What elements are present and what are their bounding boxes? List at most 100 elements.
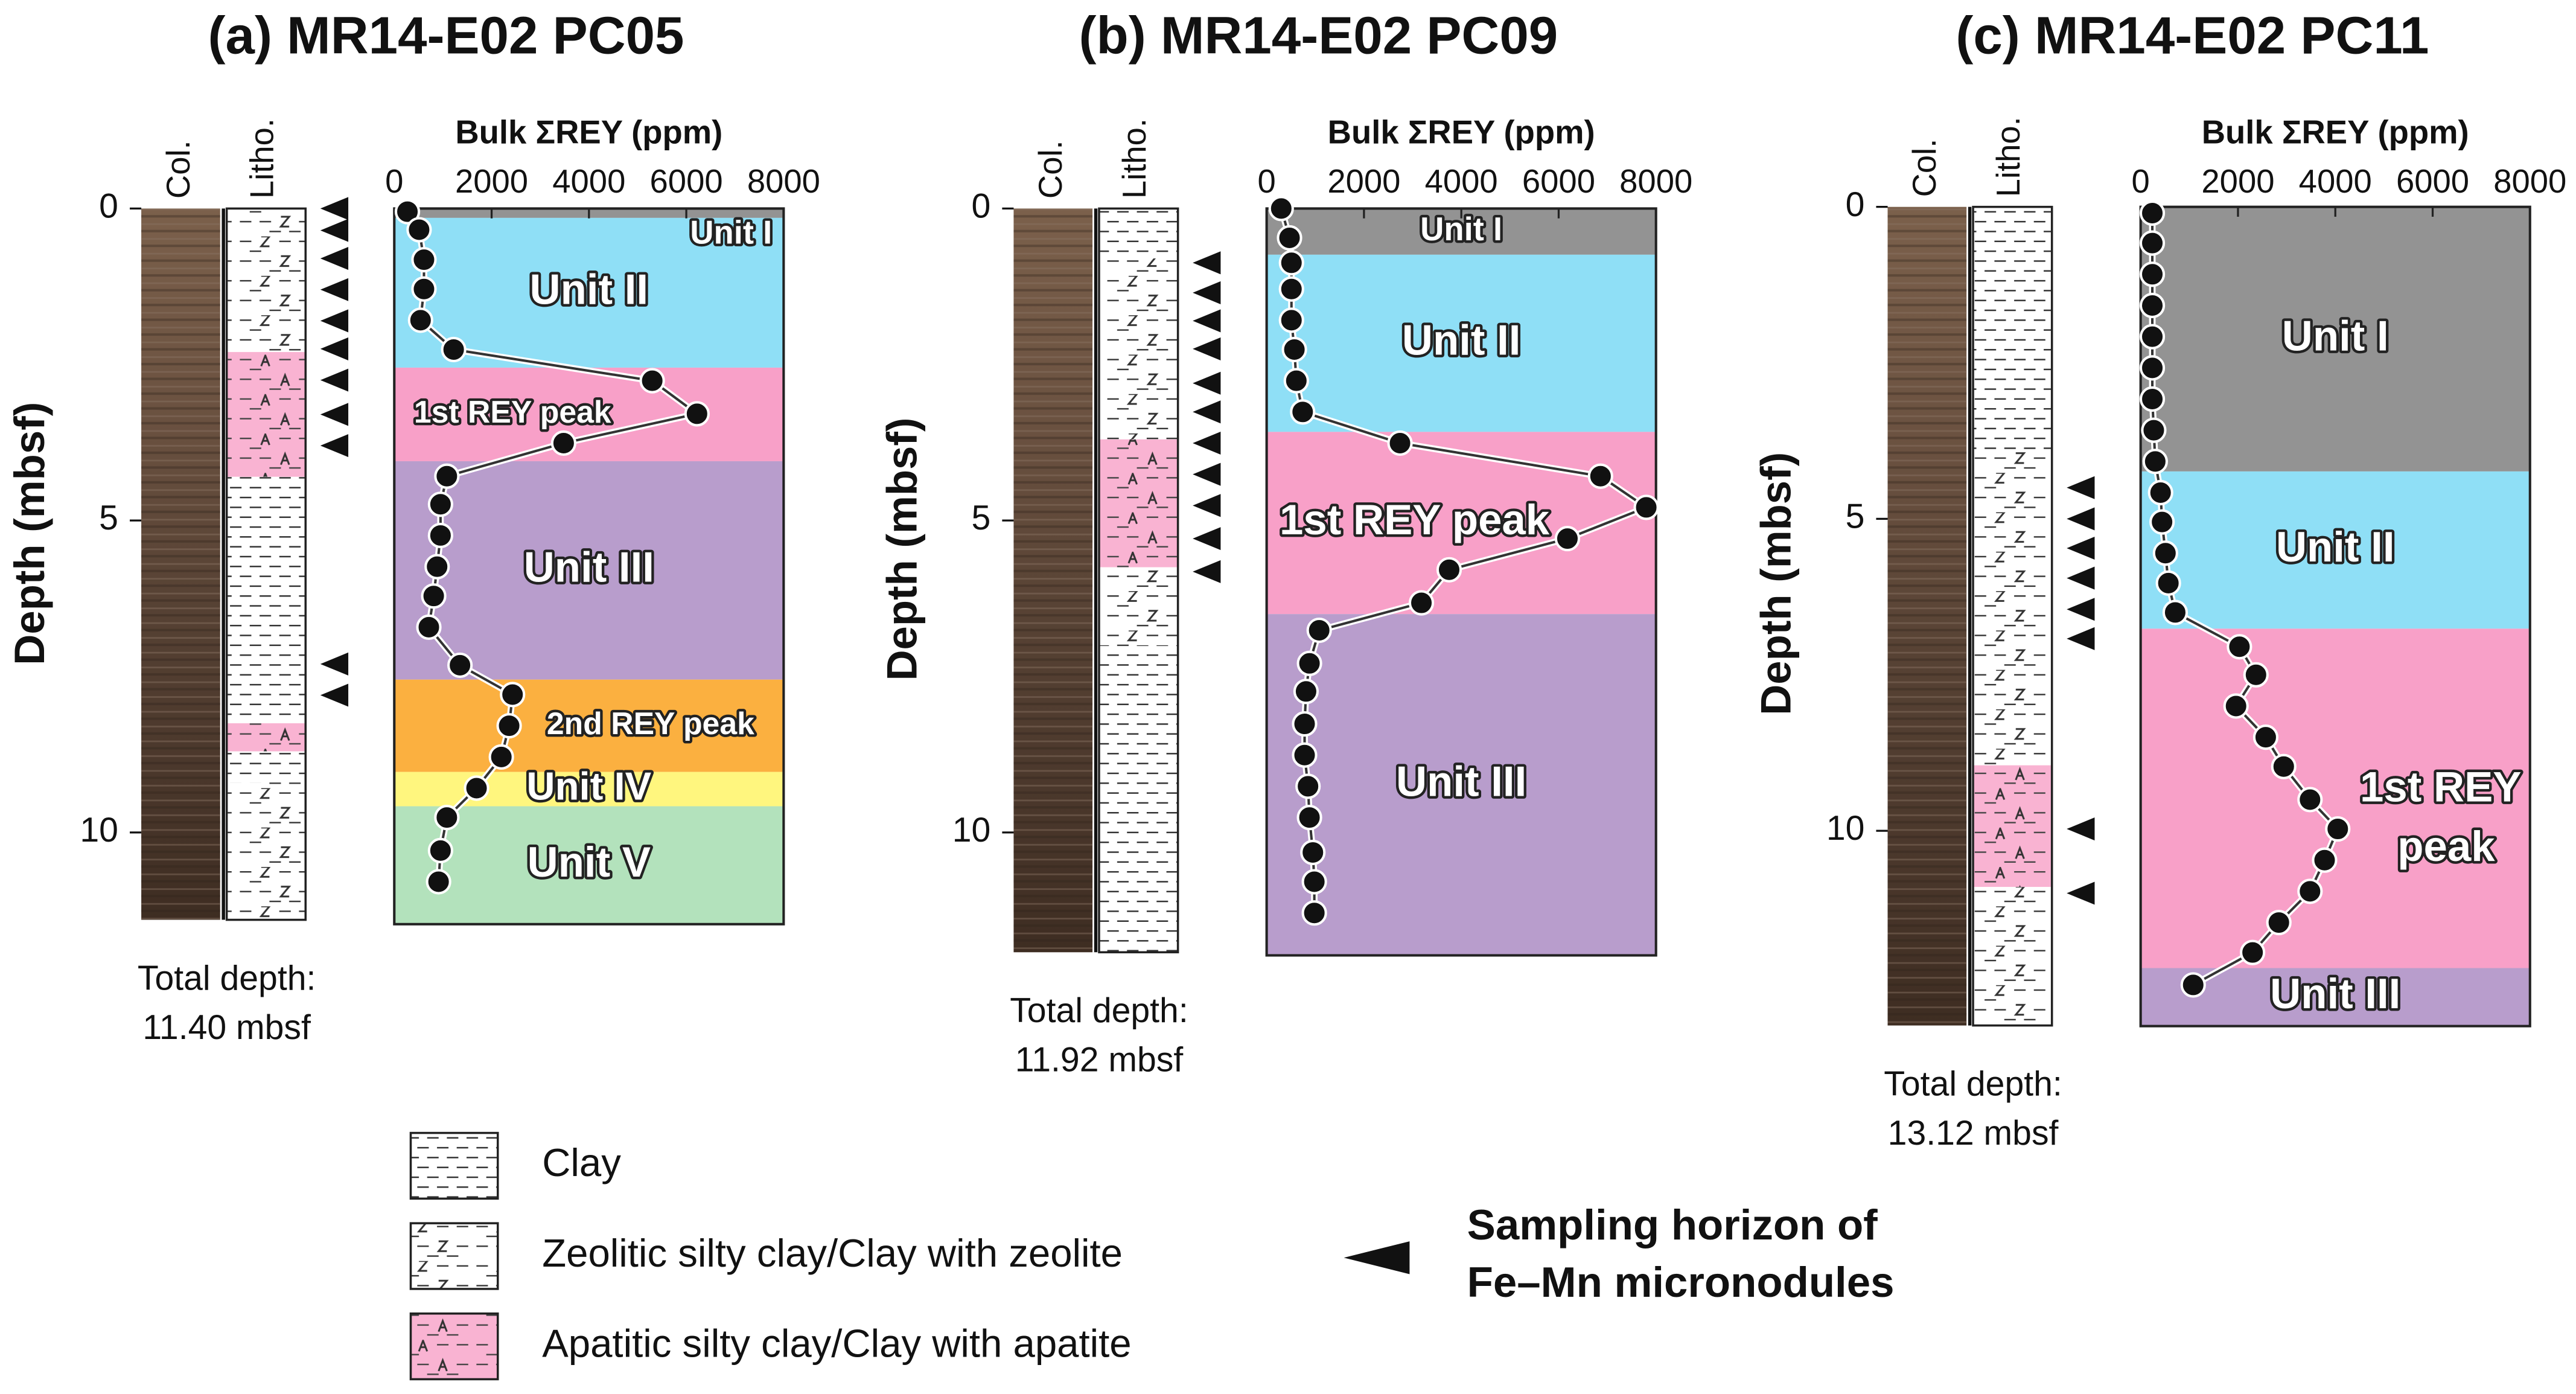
- rey-point: [2141, 417, 2167, 443]
- lithology-interval: [226, 782, 306, 920]
- sampling-arrow: [1193, 281, 1221, 304]
- x-tick-label: 0: [2132, 163, 2150, 200]
- rey-point: [1283, 368, 1309, 394]
- rey-point: [1296, 650, 1322, 676]
- sampling-arrow: [320, 368, 349, 392]
- rey-point: [411, 276, 437, 302]
- total-depth-text: 13.12 mbsf: [1888, 1114, 2059, 1153]
- unit-label: Unit III: [2270, 970, 2400, 1017]
- sampling-arrow: [2067, 476, 2095, 499]
- rey-point: [1296, 804, 1322, 831]
- unit-band: [2140, 206, 2530, 472]
- rey-point: [1408, 590, 1435, 616]
- rey-point: [1554, 526, 1581, 552]
- sampling-arrow: [320, 683, 349, 707]
- total-depth-text: Total depth:: [138, 959, 316, 997]
- rey-point: [2139, 261, 2166, 287]
- rey-point: [424, 554, 450, 580]
- unit-label: 1st REY peak: [1280, 496, 1550, 543]
- y-axis-label: Depth (mbsf): [5, 402, 53, 665]
- rey-point: [1281, 336, 1307, 363]
- unit-label: Unit IV: [526, 764, 651, 808]
- y-tick-label: 0: [1846, 185, 1865, 224]
- unit-label: Unit III: [1396, 758, 1526, 805]
- rey-point: [2243, 662, 2269, 688]
- unit-band: [2140, 471, 2530, 629]
- unit-band: [394, 461, 784, 680]
- rey-point: [2271, 753, 2297, 779]
- sampling-arrow: [1193, 560, 1221, 583]
- rey-point: [1587, 463, 1613, 489]
- sampling-arrow: [1193, 431, 1221, 455]
- lithology-frame: [1972, 205, 2053, 1027]
- rey-point: [2223, 693, 2249, 719]
- sampling-arrow: [1193, 462, 1221, 486]
- sampling-arrow: [1193, 527, 1221, 551]
- rey-point: [1278, 250, 1304, 276]
- lithology-interval: [226, 208, 306, 353]
- legend-label: Zeolitic silty clay/Clay with zeolite: [542, 1231, 1123, 1275]
- rey-point: [1301, 869, 1327, 895]
- unit-label: Unit II: [2276, 523, 2395, 571]
- rey-point: [2162, 599, 2189, 625]
- y-tick-label: 5: [99, 499, 118, 537]
- sampling-arrow: [2067, 817, 2095, 841]
- unit-label: Unit I: [1420, 211, 1502, 248]
- litho-label: Litho.: [1116, 118, 1153, 199]
- y-tick-label: 10: [1826, 809, 1865, 848]
- sampling-arrow: [320, 197, 349, 220]
- legend-arrow-label: Fe–Mn micronodules: [1467, 1258, 1895, 1306]
- lithology-interval: [1098, 439, 1178, 568]
- lithology-interval: [1098, 567, 1178, 645]
- total-depth-text: 11.40 mbsf: [142, 1008, 311, 1047]
- rey-point: [2149, 509, 2175, 535]
- rey-point: [2240, 939, 2266, 965]
- rey-point: [1301, 900, 1327, 926]
- rey-point: [2139, 386, 2166, 412]
- y-axis-label: Depth (mbsf): [1752, 452, 1800, 715]
- col-label: Col.: [160, 140, 197, 199]
- rey-point: [2155, 570, 2181, 596]
- lithology-interval: [226, 476, 306, 724]
- rey-point: [1633, 494, 1659, 520]
- rey-point: [1278, 307, 1304, 333]
- lithology-frame: [225, 207, 307, 921]
- litho-label: Litho.: [1990, 117, 2027, 197]
- sampling-arrow: [1193, 251, 1221, 275]
- unit-band: [1266, 432, 1656, 615]
- sampling-arrow: [1193, 494, 1221, 517]
- unit-band: [394, 367, 784, 461]
- sampling-arrow: [320, 309, 349, 333]
- rey-point: [1436, 557, 1462, 583]
- unit-label: Unit III: [524, 543, 654, 591]
- unit-band: [394, 772, 784, 807]
- rey-point: [2325, 816, 2351, 842]
- legend-label: Clay: [542, 1140, 621, 1185]
- unit-band: [2140, 628, 2530, 968]
- lithology-frame: [1098, 207, 1179, 954]
- lithology-interval: [1098, 645, 1178, 953]
- plot-frame: [393, 207, 785, 926]
- rey-point: [2142, 449, 2168, 475]
- panel-title: (a) MR14-E02 PC05: [208, 6, 684, 65]
- sampling-arrow: [2067, 536, 2095, 560]
- rey-point: [2227, 634, 2252, 660]
- y-tick-label: 5: [972, 499, 991, 537]
- rey-point: [1268, 196, 1294, 222]
- rey-point: [2297, 787, 2323, 813]
- lithology-interval: [1973, 450, 2052, 766]
- x-tick-label: 6000: [2396, 163, 2469, 200]
- lithology-interval: [1098, 208, 1178, 259]
- unit-label: Unit I: [690, 214, 772, 251]
- rey-point: [427, 491, 453, 517]
- sampling-arrow: [320, 247, 349, 270]
- unit-label: Unit II: [1402, 316, 1521, 363]
- x-tick-label: 4000: [552, 163, 625, 200]
- x-tick-label: 8000: [2493, 163, 2566, 200]
- core-color-texture: [141, 208, 220, 920]
- sampling-arrow: [1193, 337, 1221, 360]
- rey-point: [1292, 711, 1318, 737]
- x-tick-label: 2000: [2201, 163, 2274, 200]
